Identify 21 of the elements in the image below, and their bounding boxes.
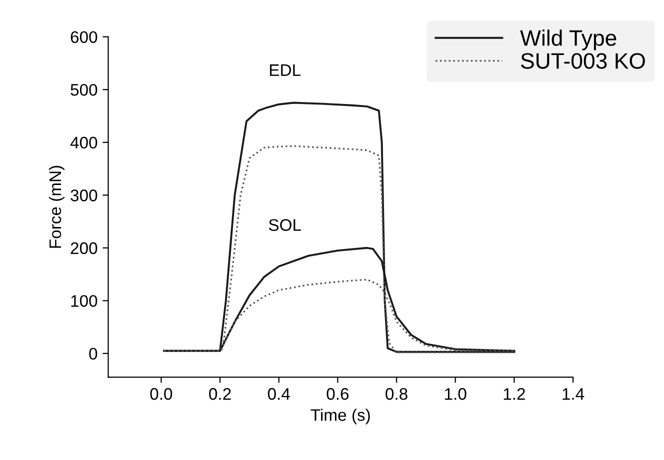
- y-tick-label: 300: [70, 190, 98, 202]
- legend-label: Wild Type: [520, 30, 616, 50]
- y-tick-label: 600: [70, 31, 98, 44]
- x-axis-title: Time (s): [310, 408, 370, 424]
- y-tick-label: 200: [70, 242, 98, 254]
- x-tick-label: 1.0: [445, 388, 466, 400]
- annotation: SOL: [268, 219, 301, 231]
- x-tick-label: 1.2: [504, 388, 525, 400]
- x-tick-label: 0.2: [209, 388, 231, 400]
- legend-label: SUT-003 KO: [521, 53, 645, 69]
- y-tick-label: 500: [70, 84, 98, 96]
- annotation: EDL: [270, 64, 301, 76]
- x-tick-label: 0.0: [150, 388, 172, 400]
- y-tick-label: 100: [71, 295, 98, 307]
- y-axis-title: Force (mN): [48, 166, 64, 248]
- y-tick-label: 400: [70, 136, 98, 149]
- x-tick-label: 0.8: [386, 388, 408, 400]
- x-tick-label: 0.4: [268, 388, 290, 400]
- y-tick-label: 0: [89, 348, 98, 360]
- x-tick-label: 0.6: [326, 388, 349, 400]
- x-tick-label: 1.4: [562, 388, 584, 400]
